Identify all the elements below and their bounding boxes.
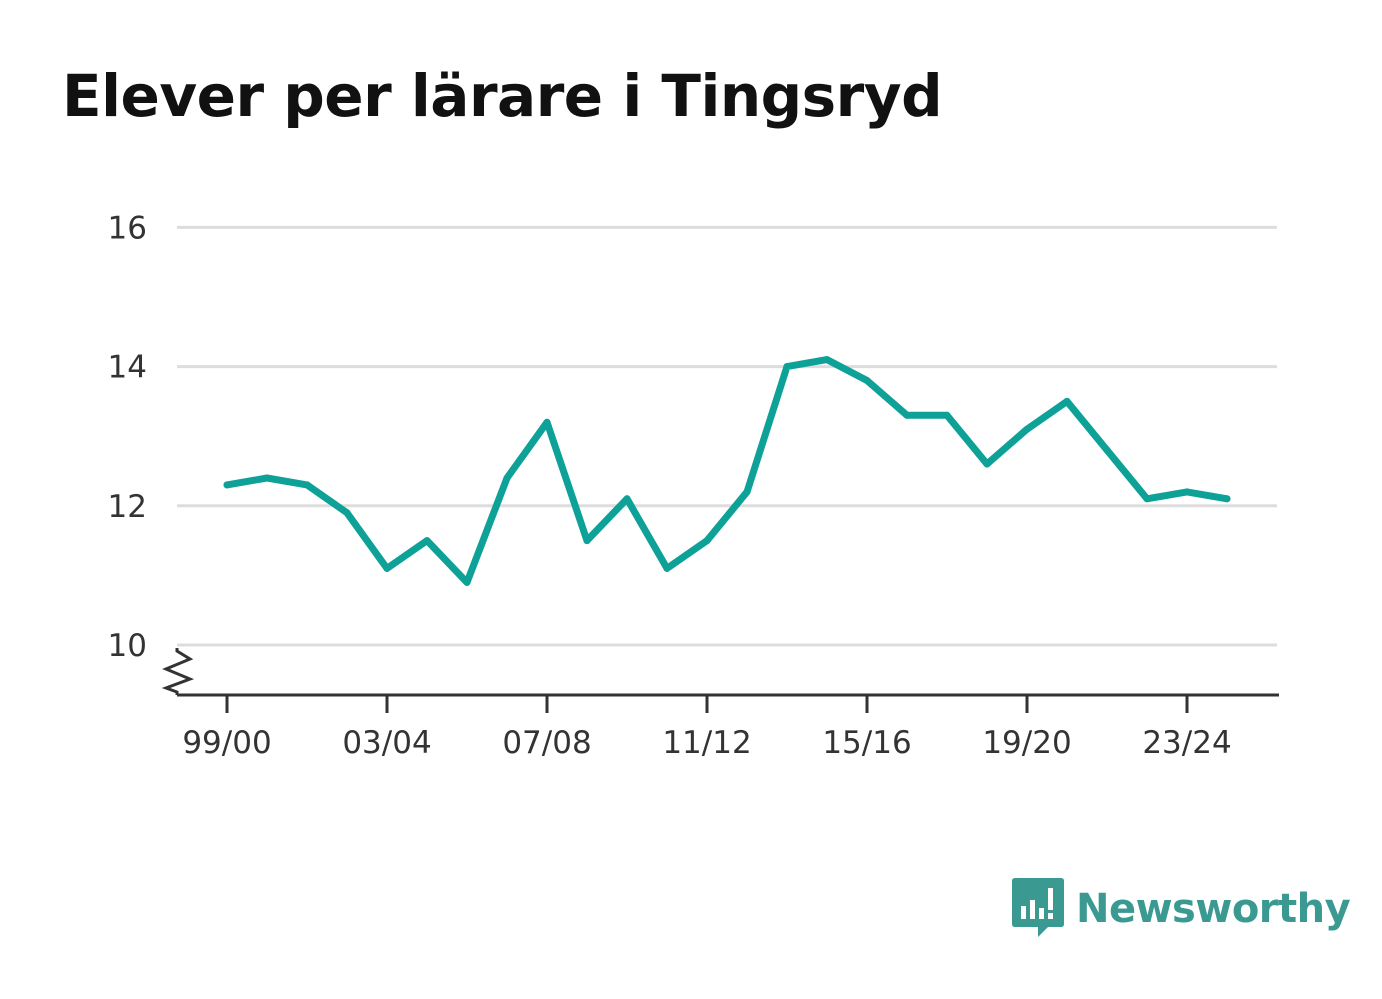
data-point-03/04 bbox=[383, 564, 391, 572]
data-point-15/16 bbox=[863, 377, 871, 384]
data-point-06/07 bbox=[503, 474, 511, 482]
brand-name: Newsworthy bbox=[1076, 886, 1351, 932]
data-point-01/02 bbox=[303, 481, 311, 489]
gridlines bbox=[177, 225, 1277, 647]
data-point-00/01 bbox=[263, 474, 271, 482]
x-tick-label-11/12: 11/12 bbox=[662, 725, 751, 761]
series-layer bbox=[223, 356, 1231, 586]
data-point-18/19 bbox=[983, 460, 991, 468]
data-point-09/10 bbox=[623, 495, 631, 503]
x-tick-label-23/24: 23/24 bbox=[1142, 725, 1231, 761]
data-point-10/11 bbox=[663, 564, 671, 572]
newsworthy-logo-icon bbox=[1012, 878, 1064, 937]
x-tick-label-99/00: 99/00 bbox=[182, 725, 271, 761]
data-point-20/21 bbox=[1063, 397, 1071, 405]
data-point-99/00 bbox=[223, 481, 231, 489]
data-point-14/15 bbox=[823, 356, 831, 364]
data-point-16/17 bbox=[903, 411, 911, 419]
series-line-0 bbox=[223, 356, 1231, 586]
data-point-02/03 bbox=[343, 509, 351, 517]
y-tick-label-16: 16 bbox=[108, 210, 147, 246]
x-tick-label-19/20: 19/20 bbox=[982, 725, 1071, 761]
x-tick-label-07/08: 07/08 bbox=[502, 725, 591, 761]
x-tick-label-03/04: 03/04 bbox=[342, 725, 431, 761]
data-point-19/20 bbox=[1023, 425, 1031, 433]
data-point-17/18 bbox=[943, 411, 951, 419]
axis-break-symbol bbox=[161, 648, 195, 695]
data-point-05/06 bbox=[463, 578, 471, 586]
brand-logo: Newsworthy bbox=[1012, 878, 1351, 940]
data-point-11/12 bbox=[703, 537, 711, 545]
data-point-21/22 bbox=[1103, 446, 1111, 454]
y-tick-label-12: 12 bbox=[108, 489, 147, 525]
data-point-22/23 bbox=[1143, 495, 1151, 503]
chart-title: Elever per lärare i Tingsryd bbox=[62, 62, 943, 130]
data-point-12/13 bbox=[743, 488, 751, 496]
y-axis-ticks: 10 12 14 16 bbox=[108, 210, 147, 664]
y-tick-label-14: 14 bbox=[108, 350, 147, 386]
x-axis bbox=[161, 648, 1279, 697]
data-point-24/25 bbox=[1223, 495, 1231, 503]
x-axis-ticks: 99/00 03/04 07/08 11/12 15/16 19/20 23/24 bbox=[182, 695, 1232, 761]
data-point-04/05 bbox=[423, 537, 431, 545]
data-point-13/14 bbox=[783, 363, 791, 371]
data-point-08/09 bbox=[583, 537, 591, 545]
data-point-07/08 bbox=[543, 418, 551, 426]
x-tick-label-15/16: 15/16 bbox=[822, 725, 911, 761]
y-tick-label-10: 10 bbox=[108, 628, 147, 664]
data-point-23/24 bbox=[1183, 488, 1191, 496]
